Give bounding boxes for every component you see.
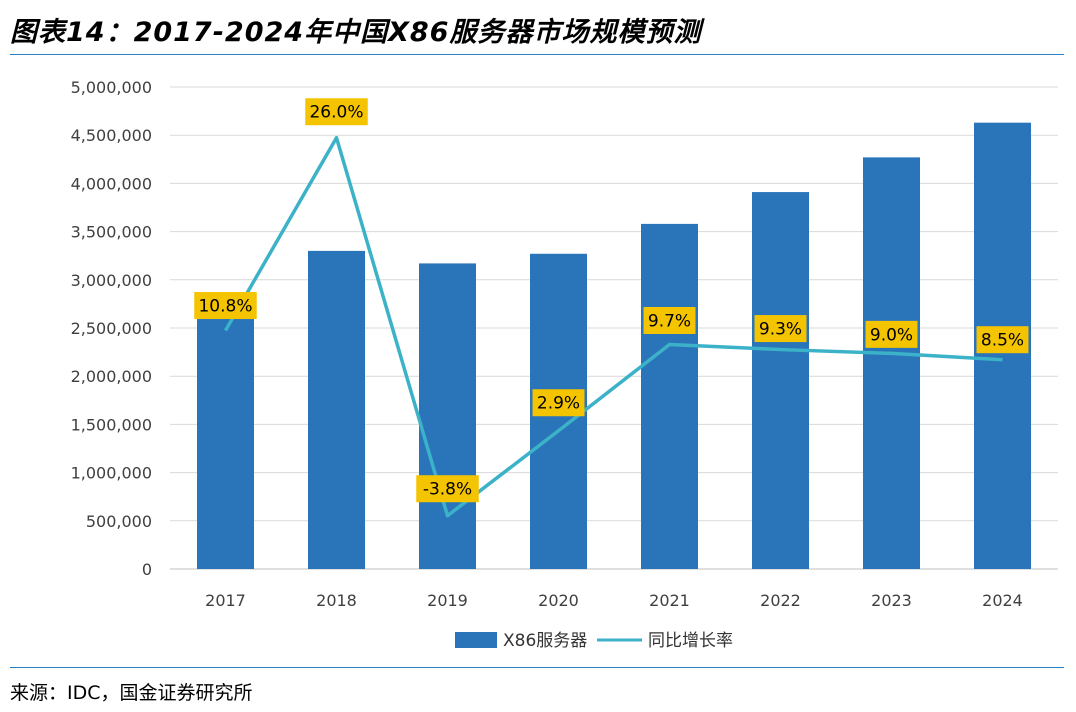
bar-2017 xyxy=(197,316,254,569)
data-label-box xyxy=(305,98,368,126)
data-label: 9.7% xyxy=(648,311,691,331)
y-tick-label: 500,000 xyxy=(86,512,152,531)
data-label: 9.3% xyxy=(759,320,802,340)
legend-bar-swatch xyxy=(455,632,497,648)
x-axis-ticks: 2017 2018 2019 2020 2021 2022 2023 2024 xyxy=(205,591,1023,610)
y-tick-label: 4,000,000 xyxy=(71,174,152,193)
data-label-box xyxy=(754,315,807,343)
data-label: 26.0% xyxy=(309,103,363,123)
bar-2018 xyxy=(308,250,365,569)
data-label-box xyxy=(976,326,1029,354)
legend-bar-label: X86服务器 xyxy=(503,631,587,651)
data-label: -3.8% xyxy=(423,480,472,500)
source-note: 来源：IDC，国金证券研究所 xyxy=(10,682,253,704)
chart-title: 图表14：2017-2024年中国X86服务器市场规模预测 xyxy=(10,17,702,48)
source-divider xyxy=(10,667,1064,668)
data-label: 8.5% xyxy=(981,331,1024,351)
y-tick-label: 0 xyxy=(142,560,152,579)
bar-2022 xyxy=(752,192,809,570)
y-tick-label: 2,500,000 xyxy=(71,319,152,338)
x-tick-label: 2018 xyxy=(316,591,357,610)
y-tick-label: 1,500,000 xyxy=(71,415,152,434)
x-tick-label: 2024 xyxy=(982,591,1023,610)
y-tick-label: 5,000,000 xyxy=(71,78,152,97)
bar-2023 xyxy=(863,157,920,569)
legend: X86服务器 同比增长率 xyxy=(455,631,733,651)
line-series xyxy=(223,135,1003,518)
y-axis-ticks: 0 500,000 1,000,000 1,500,000 2,000,000 2,500… xyxy=(71,78,152,579)
gridlines xyxy=(170,86,1058,570)
y-tick-label: 4,500,000 xyxy=(71,126,152,145)
data-label-box xyxy=(194,292,257,320)
data-label-box xyxy=(643,306,696,334)
y-tick-label: 3,500,000 xyxy=(71,223,152,242)
y-tick-label: 1,000,000 xyxy=(71,464,152,483)
data-label: 2.9% xyxy=(537,394,580,414)
data-label: 9.0% xyxy=(870,325,913,345)
x-tick-label: 2019 xyxy=(427,591,468,610)
y-tick-label: 3,000,000 xyxy=(71,271,152,290)
x-tick-label: 2017 xyxy=(205,591,246,610)
bar-2019 xyxy=(419,263,476,569)
legend-line-label: 同比增长率 xyxy=(648,631,733,651)
data-label: 10.8% xyxy=(198,297,252,317)
x-tick-label: 2023 xyxy=(871,591,912,610)
data-label-box xyxy=(532,389,585,417)
bar-2021 xyxy=(641,223,698,569)
title-divider xyxy=(10,54,1064,55)
x-tick-label: 2020 xyxy=(538,591,579,610)
data-label-box xyxy=(865,320,918,348)
x-tick-label: 2021 xyxy=(649,591,690,610)
data-label-box xyxy=(416,475,479,503)
growth-rate-line xyxy=(223,135,1003,518)
y-tick-label: 2,000,000 xyxy=(71,367,152,386)
data-labels: 10.8% 26.0% -3.8% 2.9% 9.7% 9.3% 9.0% 8.5% xyxy=(194,98,1029,503)
x-tick-label: 2022 xyxy=(760,591,801,610)
